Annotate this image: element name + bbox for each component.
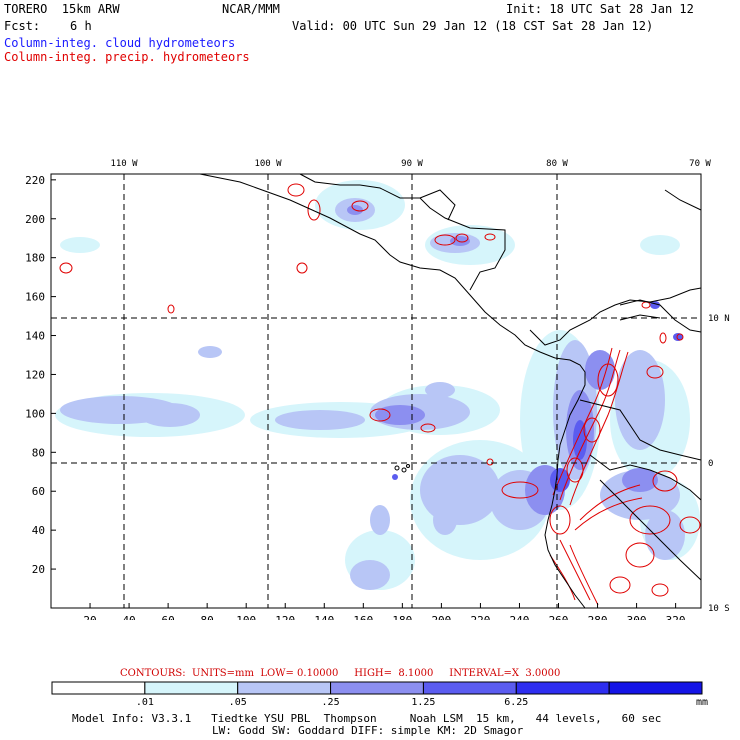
x-tick-label: 300 bbox=[627, 614, 647, 620]
legend-units: mm bbox=[696, 697, 708, 706]
y-tick-label: 100 bbox=[25, 407, 45, 420]
y-tick-label: 180 bbox=[25, 252, 45, 265]
legend-label: 6.25 bbox=[504, 697, 528, 706]
lat-lon-grid bbox=[51, 174, 701, 608]
x-tick-label: 260 bbox=[549, 614, 569, 620]
x-tick-label: 280 bbox=[588, 614, 608, 620]
coastlines bbox=[199, 173, 702, 609]
y-axis-ticks: 220 200 180 160 140 120 100 80 60 40 20 bbox=[25, 174, 56, 576]
model-info-line1: Model Info: V3.3.1 Tiedtke YSU PBL Thomp… bbox=[72, 712, 662, 725]
x-tick-label: 200 bbox=[431, 614, 451, 620]
y-tick-label: 20 bbox=[32, 563, 45, 576]
lat-label-10n: 10 N bbox=[708, 314, 730, 324]
lon-label-80w: 80 W bbox=[546, 159, 568, 169]
lon-label-70w: 70 W bbox=[689, 159, 711, 169]
precip-contours bbox=[59, 183, 701, 606]
forecast-map: 110 W 100 W 90 W 80 W 70 W bbox=[25, 159, 730, 620]
x-tick-label: 120 bbox=[275, 614, 295, 620]
valid-time: Valid: 00 UTC Sun 29 Jan 12 (18 CST Sat … bbox=[292, 19, 654, 33]
y-tick-label: 80 bbox=[32, 446, 45, 459]
x-tick-label: 160 bbox=[353, 614, 373, 620]
forecast-hours: 6 h bbox=[70, 19, 92, 33]
lon-label-110w: 110 W bbox=[110, 159, 138, 169]
y-tick-label: 40 bbox=[32, 524, 45, 537]
legend-label: .05 bbox=[229, 697, 247, 706]
field-precip-label: Column-integ. precip. hydrometeors bbox=[4, 50, 250, 64]
legend-color-box bbox=[237, 681, 332, 695]
legend-color-box bbox=[608, 681, 703, 695]
legend-label: 1.25 bbox=[411, 697, 435, 706]
legend-color-box bbox=[51, 681, 146, 695]
legend-color-box bbox=[515, 681, 610, 695]
legend-color-box bbox=[422, 681, 517, 695]
lon-label-100w: 100 W bbox=[254, 159, 282, 169]
y-tick-label: 60 bbox=[32, 485, 45, 498]
lon-label-90w: 90 W bbox=[401, 159, 423, 169]
legend-label: .25 bbox=[322, 697, 340, 706]
field-cloud-label: Column-integ. cloud hydrometeors bbox=[4, 36, 236, 50]
organization: NCAR/MMM bbox=[222, 2, 280, 16]
x-tick-label: 60 bbox=[161, 614, 174, 620]
x-tick-label: 240 bbox=[510, 614, 530, 620]
legend-color-box bbox=[144, 681, 239, 695]
forecast-label: Fcst: bbox=[4, 19, 41, 33]
x-tick-label: 320 bbox=[666, 614, 686, 620]
color-legend: .01 .05 .25 1.25 6.25 mm bbox=[51, 681, 708, 706]
x-tick-label: 100 bbox=[236, 614, 256, 620]
x-tick-label: 180 bbox=[392, 614, 412, 620]
legend-color-box bbox=[330, 681, 424, 695]
contour-info: CONTOURS: UNITS=mm LOW= 0.10000 HIGH= 8.… bbox=[120, 668, 561, 679]
x-tick-label: 20 bbox=[83, 614, 96, 620]
y-tick-label: 220 bbox=[25, 174, 45, 187]
x-tick-label: 140 bbox=[314, 614, 334, 620]
lat-label-10s: 10 S bbox=[708, 604, 730, 614]
model-name: TORERO 15km ARW bbox=[4, 2, 120, 16]
y-tick-label: 140 bbox=[25, 330, 45, 343]
init-time: Init: 18 UTC Sat 28 Jan 12 bbox=[506, 2, 694, 16]
x-tick-label: 80 bbox=[201, 614, 214, 620]
lat-label-0: 0 bbox=[708, 459, 713, 469]
model-info-line2: LW: Godd SW: Goddard DIFF: simple KM: 2D… bbox=[212, 724, 524, 737]
y-tick-label: 120 bbox=[25, 368, 45, 381]
y-tick-label: 160 bbox=[25, 291, 45, 304]
y-tick-label: 200 bbox=[25, 213, 45, 226]
x-axis-ticks: 20 40 60 80 100 120 140 160 180 200 220 240 260 280 30… bbox=[83, 603, 686, 620]
legend-label: .01 bbox=[136, 697, 154, 706]
x-tick-label: 220 bbox=[470, 614, 490, 620]
x-tick-label: 40 bbox=[122, 614, 135, 620]
